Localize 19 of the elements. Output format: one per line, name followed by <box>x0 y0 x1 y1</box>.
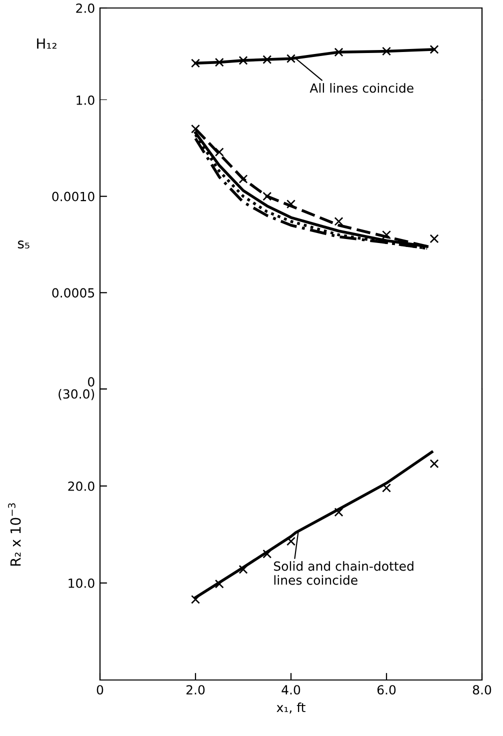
y-tick-label: 0 <box>88 377 94 387</box>
y-tick-label: 20.0 <box>68 481 94 491</box>
y-tick-label: 0.0010 <box>52 192 94 202</box>
y-tick-label: 1.0 <box>76 95 94 105</box>
annotation: Solid and chain-dotted lines coincide <box>274 561 414 585</box>
x-tick-label: 0 <box>96 685 104 695</box>
y-tick-label: (30.0) <box>58 389 94 400</box>
x-axis-title: x₁, ft <box>276 702 306 714</box>
y-tick-label: 10.0 <box>68 578 94 588</box>
y-axis-title: R₂ x 10$^{−3}$ <box>8 503 21 566</box>
x-tick-label: 8.0 <box>472 685 492 695</box>
x-tick-label: 2.0 <box>186 685 205 695</box>
x-tick-label: 6.0 <box>377 685 396 695</box>
y-axis-title: H₁₂ <box>37 38 56 49</box>
y-axis-title: s₅ <box>18 240 30 249</box>
y-tick-label: 0.0005 <box>52 288 94 298</box>
annotation: All lines coincide <box>310 83 414 93</box>
y-tick-label: 2.0 <box>76 3 94 13</box>
x-tick-label: 4.0 <box>282 685 300 695</box>
